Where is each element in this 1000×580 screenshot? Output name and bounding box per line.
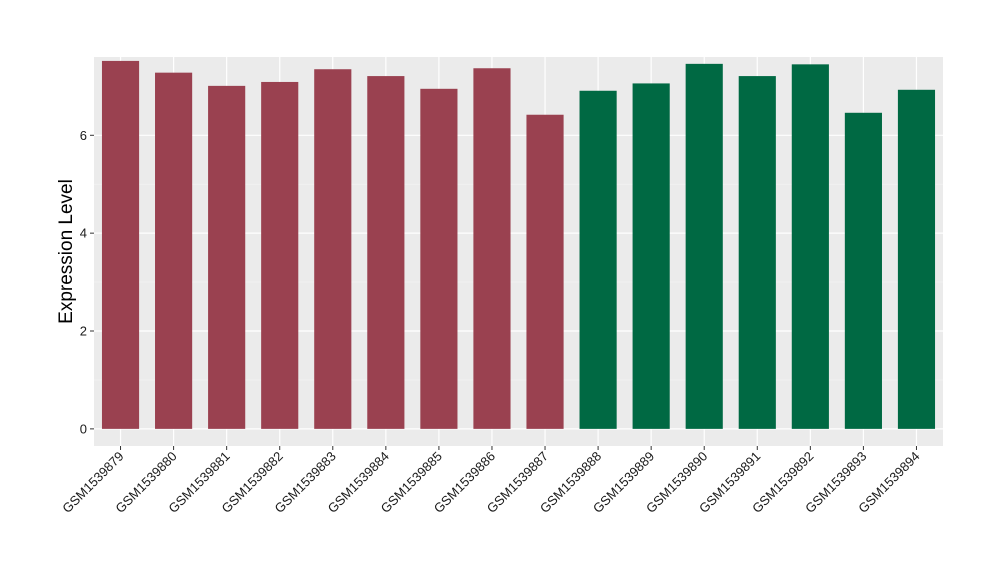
bar bbox=[473, 68, 511, 429]
bar bbox=[261, 81, 299, 429]
y-axis: 0 2 4 6 bbox=[80, 128, 94, 436]
bar bbox=[420, 88, 458, 429]
y-tick-label: 4 bbox=[80, 226, 87, 241]
x-axis: GSM1539879GSM1539880GSM1539881GSM1539882… bbox=[59, 446, 923, 516]
bar bbox=[579, 90, 617, 429]
bar bbox=[526, 114, 564, 429]
bar bbox=[314, 69, 352, 429]
y-tick-label: 6 bbox=[80, 128, 87, 143]
bar bbox=[738, 76, 776, 429]
bar bbox=[897, 89, 936, 429]
bar bbox=[367, 76, 405, 429]
bar bbox=[685, 63, 723, 429]
bar bbox=[155, 72, 193, 429]
bar bbox=[844, 112, 882, 429]
bar bbox=[791, 64, 829, 429]
y-tick-label: 2 bbox=[80, 324, 87, 339]
y-tick-label: 0 bbox=[80, 421, 87, 436]
y-axis-title: Expression Level bbox=[56, 179, 77, 324]
bar bbox=[101, 60, 140, 429]
bar bbox=[632, 83, 670, 429]
bar bbox=[208, 85, 246, 429]
bars bbox=[101, 60, 936, 429]
